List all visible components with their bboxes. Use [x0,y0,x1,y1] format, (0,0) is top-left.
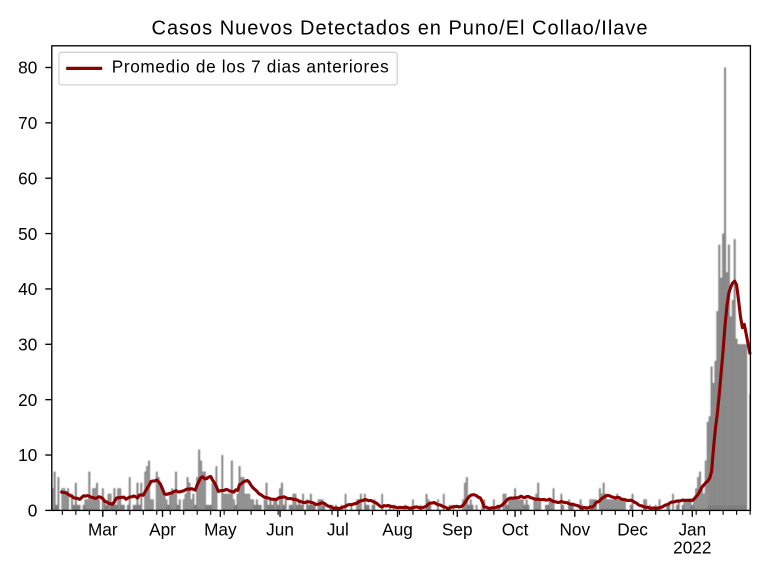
svg-text:10: 10 [18,445,37,465]
svg-text:Dec: Dec [617,520,648,540]
svg-text:60: 60 [18,168,37,188]
svg-text:Casos Nuevos Detectados en Pun: Casos Nuevos Detectados en Puno/El Colla… [152,17,648,39]
svg-text:Aug: Aug [382,520,413,540]
svg-text:May: May [204,520,237,540]
svg-text:Sep: Sep [442,520,473,540]
svg-text:20: 20 [18,390,37,410]
svg-text:Promedio de los 7 dias anterio: Promedio de los 7 dias anteriores [112,57,389,77]
svg-text:70: 70 [18,113,37,133]
svg-text:Oct: Oct [502,520,529,540]
svg-text:50: 50 [18,224,37,244]
svg-text:80: 80 [18,58,37,78]
svg-text:Jul: Jul [327,520,349,540]
svg-text:40: 40 [18,279,37,299]
svg-text:Mar: Mar [88,520,118,540]
svg-text:Apr: Apr [149,520,176,540]
svg-text:Jun: Jun [266,520,294,540]
svg-text:Nov: Nov [560,520,591,540]
svg-text:0: 0 [28,501,38,521]
svg-text:Jan: Jan [678,520,706,540]
svg-text:30: 30 [18,335,37,355]
svg-text:2022: 2022 [673,538,711,558]
